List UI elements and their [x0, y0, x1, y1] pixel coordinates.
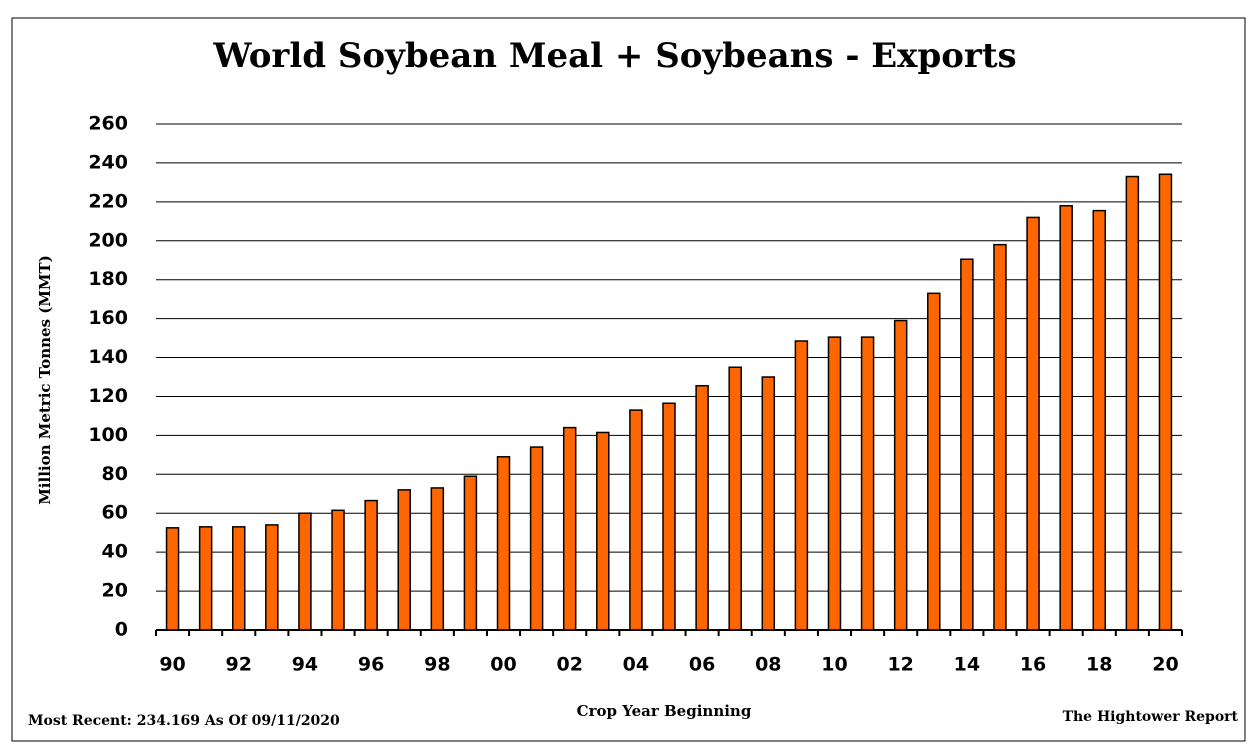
x-tick-label: 10 [821, 654, 847, 676]
bar [463, 475, 478, 631]
bar [1125, 175, 1140, 631]
bar [596, 431, 610, 631]
bar [562, 426, 577, 631]
footnote: Most Recent: 234.169 As Of 09/11/2020 [28, 713, 340, 729]
x-tick-label: 92 [226, 654, 252, 676]
bar [827, 336, 842, 631]
x-tick-label: 12 [887, 654, 913, 676]
bar [1158, 173, 1173, 631]
x-tick-label: 18 [1086, 654, 1112, 676]
y-tick-label: 60 [102, 502, 128, 524]
bar [761, 376, 776, 631]
x-tick-label: 06 [689, 654, 715, 676]
bar [860, 336, 875, 631]
bar [265, 524, 279, 631]
x-tick-label: 14 [954, 654, 980, 676]
bar [198, 526, 213, 631]
y-tick-label: 140 [88, 346, 128, 368]
bar [695, 385, 709, 631]
bar [165, 527, 180, 631]
bar [298, 512, 312, 631]
x-tick-label: 96 [358, 654, 384, 676]
chart-title: World Soybean Meal + Soybeans - Exports [212, 36, 1016, 76]
y-tick-label: 160 [88, 307, 128, 329]
y-tick-label: 40 [102, 541, 128, 563]
y-tick-label: 260 [88, 113, 128, 135]
bar [662, 402, 676, 631]
x-tick-label: 20 [1152, 654, 1178, 676]
y-tick-label: 120 [88, 385, 128, 407]
bar [1059, 204, 1073, 631]
bar [1026, 216, 1040, 631]
bar [993, 243, 1007, 631]
bar [927, 292, 941, 631]
bar [1092, 209, 1107, 631]
x-tick-label: 98 [424, 654, 450, 676]
bar [496, 456, 511, 631]
x-tick-label: 90 [159, 654, 185, 676]
y-tick-label: 220 [88, 190, 128, 212]
bar [364, 499, 378, 631]
x-tick-label: 04 [623, 654, 649, 676]
x-tick-label: 16 [1020, 654, 1046, 676]
bar [331, 509, 345, 631]
y-tick-label: 20 [102, 580, 128, 602]
y-tick-label: 80 [102, 463, 128, 485]
bar [728, 366, 742, 631]
bar [629, 409, 643, 631]
bar [960, 258, 974, 631]
x-tick-label: 02 [556, 654, 582, 676]
x-tick-label: 08 [755, 654, 781, 676]
bar [397, 489, 411, 631]
y-tick-label: 240 [88, 151, 128, 173]
bar [430, 487, 445, 631]
x-tick-label: 00 [490, 654, 516, 676]
bar [231, 526, 246, 631]
y-axis-label: Million Metric Tonnes (MMT) [36, 255, 54, 505]
source: The Hightower Report [1063, 709, 1239, 725]
x-axis-label: Crop Year Beginning [577, 702, 752, 720]
bar [893, 319, 908, 631]
bar [529, 446, 544, 631]
y-tick-label: 100 [88, 424, 128, 446]
y-tick-label: 0 [115, 619, 128, 641]
y-tick-label: 180 [88, 268, 128, 290]
y-tick-label: 200 [88, 229, 128, 251]
x-tick-label: 94 [292, 654, 318, 676]
bar [794, 340, 809, 631]
